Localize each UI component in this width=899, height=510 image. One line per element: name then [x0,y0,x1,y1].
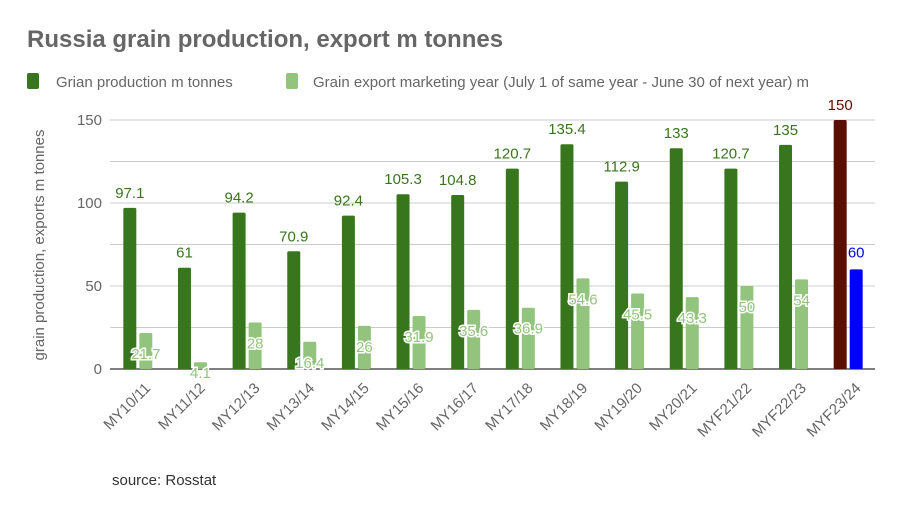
bar-production [341,215,355,369]
legend-label-export: Grain export marketing year (July 1 of s… [313,74,809,91]
legend-swatch-export [286,73,298,89]
data-label-export: 28 [247,336,264,353]
bar-export [139,332,153,369]
data-label-production: 105.3 [384,171,422,188]
bar-export [795,279,809,369]
data-label-production: 92.4 [334,193,363,210]
y-tick-label: 50 [85,278,102,295]
bar-production [560,144,574,369]
bar-production [615,181,629,369]
data-label-export: 60 [848,244,865,261]
bar-production [123,207,137,369]
legend: Grian production m tonnes Grain export m… [27,73,809,91]
bar-production [669,148,683,369]
data-label-production: 133 [664,125,689,142]
bar-production [779,144,793,369]
data-label-export: 54.6 [568,291,597,308]
legend-swatch-production [27,73,39,89]
chart-title: Russia grain production, export m tonnes [27,26,503,53]
data-label-production: 120.7 [712,146,750,163]
bar-export [740,286,754,369]
data-label-export: 16.4 [295,355,324,372]
data-label-production: 120.7 [494,146,532,163]
data-label-production: 94.2 [225,190,254,207]
data-label-export: 35.6 [459,323,488,340]
source-note: source: Rosstat [112,472,217,489]
x-tick-label: MYF22/23 [749,380,810,441]
bar-export [521,307,535,369]
y-tick-label: 100 [77,195,102,212]
y-tick-label: 150 [77,112,102,129]
x-tick-label: MYF23/24 [804,380,865,441]
bar-production [505,168,519,369]
bar-production [232,212,246,369]
data-label-export: 43.3 [678,310,707,327]
bar-production [177,267,191,369]
legend-label-production: Grian production m tonnes [56,74,233,91]
x-tick-label: MY20/21 [646,380,700,434]
bar-production [451,195,465,369]
data-label-export: 31.9 [404,329,433,346]
x-tick-label: MY17/18 [482,380,536,434]
bar-export [467,309,481,369]
bar-export [685,297,699,369]
bar-export [576,278,590,369]
data-label-export: 36.9 [514,321,543,338]
data-label-export: 26 [356,339,373,356]
data-label-export: 21.7 [131,346,160,363]
x-tick-label: MY18/19 [537,380,591,434]
x-tick-label: MY19/20 [591,380,645,434]
data-label-production: 70.9 [279,228,308,245]
bar-production [724,168,738,369]
bar-production [833,120,847,369]
x-tick-label: MY16/17 [428,380,482,434]
data-label-export: 54 [793,292,810,309]
x-tick-label: MY10/11 [100,380,154,434]
data-label-export: 4.1 [190,365,211,382]
x-tick-label: MY14/15 [318,380,372,434]
bar-export [357,325,371,369]
data-label-production: 97.1 [115,185,144,202]
bar-production [396,194,410,369]
data-label-production: 112.9 [603,159,639,176]
y-tick-label: 0 [94,361,102,378]
data-label-production: 135 [773,122,798,139]
data-label-production: 150 [828,97,853,114]
bar-export [412,316,426,369]
bar-export [303,341,317,369]
data-label-production: 61 [176,245,193,262]
data-label-export: 50 [739,299,756,316]
x-tick-label: MY12/13 [209,380,263,434]
bar-export [849,269,863,369]
x-tick-label: MY13/14 [264,380,318,434]
data-label-export: 45.5 [623,306,652,323]
x-tick-label: MYF21/22 [694,380,755,441]
data-label-production: 135.4 [548,121,586,138]
bar-export [193,362,207,369]
x-tick-label: MY15/16 [373,380,427,434]
data-label-production: 104.8 [439,172,477,189]
bar-production [287,251,301,369]
bar-export [631,293,645,369]
bar-export [248,322,262,369]
y-axis-label: grain production, exports m tonnes [31,130,48,361]
x-tick-label: MY11/12 [155,380,209,434]
